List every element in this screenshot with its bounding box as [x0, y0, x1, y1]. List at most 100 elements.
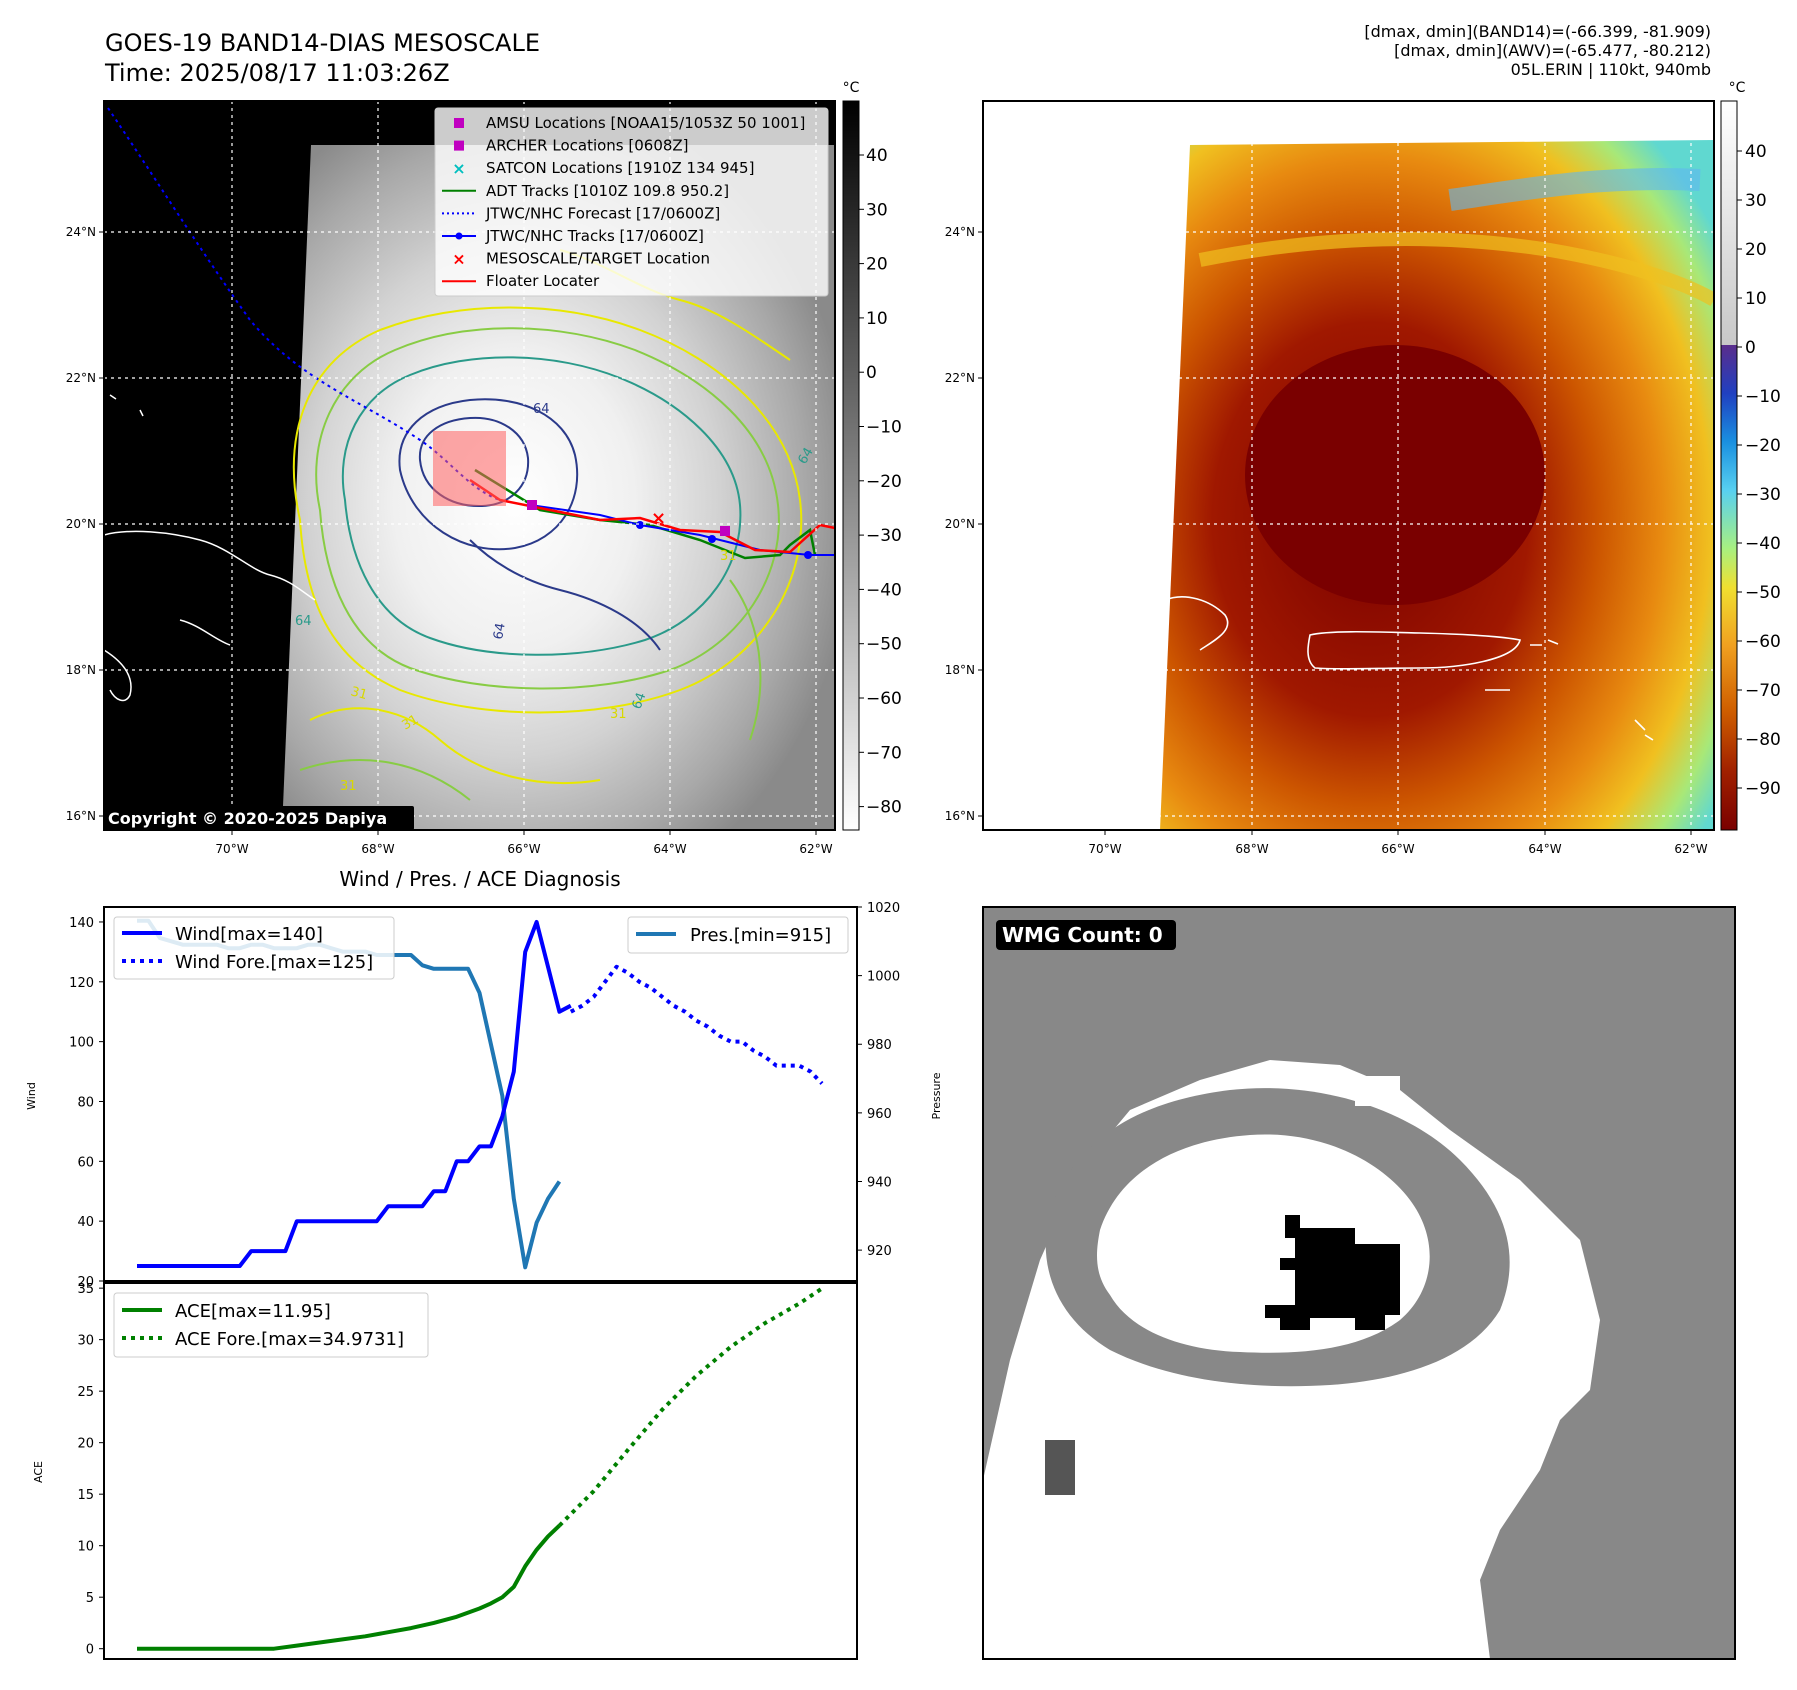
map-legend: AMSU Locations [NOAA15/1053Z 50 1001] ARC… [434, 107, 829, 297]
legend-label: ARCHER Locations [0608Z] [486, 137, 689, 155]
lon-tick-label: 62°W [799, 842, 832, 856]
storm-core-color [1245, 345, 1545, 605]
y-tick-label: 0 [86, 1643, 94, 1658]
amsu-markers [527, 500, 730, 536]
pressure-ylabel: Pressure [930, 1072, 943, 1119]
y-tick-label: 100 [69, 1036, 94, 1051]
title-line-2: Time: 2025/08/17 11:03:26Z [105, 59, 450, 87]
legend-label: SATCON Locations [1910Z 134 945] [486, 159, 754, 177]
map-panel-color: °C 403020100−10−20−30−40−50−60−70−80−90 … [945, 80, 1781, 856]
wind-yticks: 20 40 60 80 100 120 140 [69, 916, 104, 1290]
gray-colorbar-tick: −50 [866, 635, 902, 655]
color-colorbar-tick: −30 [1745, 485, 1781, 505]
wmg-count-label: WMG Count: 0 [1002, 923, 1163, 947]
map2-lat-ticks: 24°N 22°N 20°N 18°N 16°N [945, 225, 983, 823]
legend-label: ADT Tracks [1010Z 109.8 950.2] [486, 182, 729, 200]
gray-colorbar-tick: −30 [866, 526, 902, 546]
diagnostic-header: [dmax, dmin](BAND14)=(-66.399, -81.909) … [1364, 22, 1711, 79]
y-tick-label: 25 [77, 1385, 94, 1400]
map2-gridlines [983, 101, 1714, 830]
color-colorbar-unit: °C [1729, 80, 1746, 96]
gray-colorbar-tick: −20 [866, 472, 902, 492]
y-tick-label: 20 [77, 1275, 94, 1290]
lon-tick-label: 64°W [1528, 842, 1561, 856]
legend-label: JTWC/NHC Tracks [17/0600Z] [485, 227, 704, 245]
lat-tick-label: 20°N [945, 517, 975, 531]
pressure-legend-label: Pres.[min=915] [690, 925, 831, 946]
legend-square-marker [454, 140, 464, 151]
y-tick-label: 20 [77, 1437, 94, 1452]
color-colorbar-tick: −60 [1745, 632, 1781, 652]
map1-lon-ticks: 70°W 68°W 66°W 64°W 62°W [215, 830, 833, 856]
ace-series-line [557, 1286, 824, 1528]
legend-item: AMSU Locations [NOAA15/1053Z 50 1001] [454, 114, 805, 132]
gray-colorbar-tick: 30 [866, 200, 888, 220]
legend-square-marker [454, 118, 464, 128]
color-colorbar-tick: 20 [1745, 240, 1767, 260]
jtwc-forecast-track [107, 107, 501, 501]
y-tick-label: 30 [77, 1334, 94, 1349]
y-tick-label: 40 [77, 1215, 94, 1230]
color-colorbar-tick: −90 [1745, 779, 1781, 799]
lat-tick-label: 18°N [945, 663, 975, 677]
diag-line-2: [dmax, dmin](AWV)=(-65.477, -80.212) [1394, 41, 1711, 60]
lon-tick-label: 64°W [653, 842, 686, 856]
gray-colorbar-tick: −70 [866, 743, 902, 763]
wind-series-line [137, 920, 572, 1268]
y-tick-label: 1020 [867, 901, 900, 916]
contour-label: 31 [720, 549, 737, 564]
color-colorbar-tick: 10 [1745, 289, 1767, 309]
contour-label: 64 [795, 445, 816, 467]
ace-chart: 0 5 10 15 20 25 30 35 ACE ACE[max=11.95] ACE Fo… [32, 1282, 858, 1660]
chart-title: Wind / Pres. / ACE Diagnosis [339, 867, 620, 891]
color-colorbar-tick: −10 [1745, 387, 1781, 407]
gray-colorbar-tick: 0 [866, 363, 877, 383]
gray-colorbar-unit: °C [843, 80, 860, 96]
wmg-count-box [996, 920, 1176, 950]
map2-lon-ticks: 70°W 68°W 66°W 64°W 62°W [1088, 830, 1708, 856]
gray-colorbar-tick: 10 [866, 309, 888, 329]
ace-legend: ACE[max=11.95] ACE Fore.[max=34.9731] [113, 1292, 429, 1358]
legend-item: ARCHER Locations [0608Z] [454, 137, 689, 155]
y-tick-label: 960 [867, 1107, 892, 1122]
gray-colorbar-tick: 40 [866, 146, 888, 166]
legend-item: × SATCON Locations [1910Z 134 945] [452, 159, 754, 178]
y-tick-label: 80 [77, 1095, 94, 1110]
wind-pressure-chart: Wind / Pres. / ACE Diagnosis 20 40 60 80 100… [25, 867, 943, 1290]
color-colorbar-ticks: 40 30 20 10 0 −10 −20 −30 −40 −50 −60 −70 −80 −90 [1737, 142, 1781, 799]
legend-item: JTWC/NHC Forecast [17/0600Z] [442, 204, 720, 222]
color-colorbar-upper [1721, 101, 1737, 345]
ace-ylabel: ACE [32, 1461, 45, 1483]
contour-label: 64 [295, 614, 312, 629]
wind-legend-label: Wind[max=140] [175, 924, 323, 945]
y-tick-label: 15 [77, 1488, 94, 1503]
wmg-white-patch [1355, 1076, 1400, 1106]
lat-tick-label: 24°N [945, 225, 975, 239]
map1-lat-ticks: 24°N 22°N 20°N 18°N 16°N [66, 225, 104, 823]
title-line-1: GOES-19 BAND14-DIAS MESOSCALE [105, 29, 541, 57]
y-tick-label: 940 [867, 1175, 892, 1190]
color-colorbar-tick: 40 [1745, 142, 1767, 162]
legend-label: Floater Locater [486, 272, 600, 290]
wind-legend: Wind[max=140] Wind Fore.[max=125] [113, 916, 395, 980]
y-tick-label: 10 [77, 1540, 94, 1555]
diag-line-3: 05L.ERIN | 110kt, 940mb [1510, 60, 1711, 79]
gray-colorbar-ticks: 40 30 20 10 0 −10 −20 −30 −40 −50 −60 −70 −80 [859, 146, 902, 818]
page-title: GOES-19 BAND14-DIAS MESOSCALE Time: 2025… [105, 28, 540, 88]
y-tick-label: 120 [69, 976, 94, 991]
color-colorbar-tick: 0 [1745, 338, 1756, 358]
lat-tick-label: 18°N [66, 663, 96, 677]
color-colorbar-lower [1721, 345, 1737, 830]
target-box [433, 431, 506, 506]
lat-tick-label: 16°N [66, 809, 96, 823]
lon-tick-label: 66°W [1381, 842, 1414, 856]
lon-tick-label: 70°W [1088, 842, 1121, 856]
lon-tick-label: 68°W [361, 842, 394, 856]
color-colorbar-tick: −50 [1745, 583, 1781, 603]
legend-x-marker: × [452, 159, 465, 178]
wmg-panel: WMG Count: 0 [982, 906, 1736, 1660]
wind-fore-legend-label: Wind Fore.[max=125] [175, 952, 373, 973]
lon-tick-label: 70°W [215, 842, 248, 856]
contour-label: 31 [349, 684, 369, 703]
